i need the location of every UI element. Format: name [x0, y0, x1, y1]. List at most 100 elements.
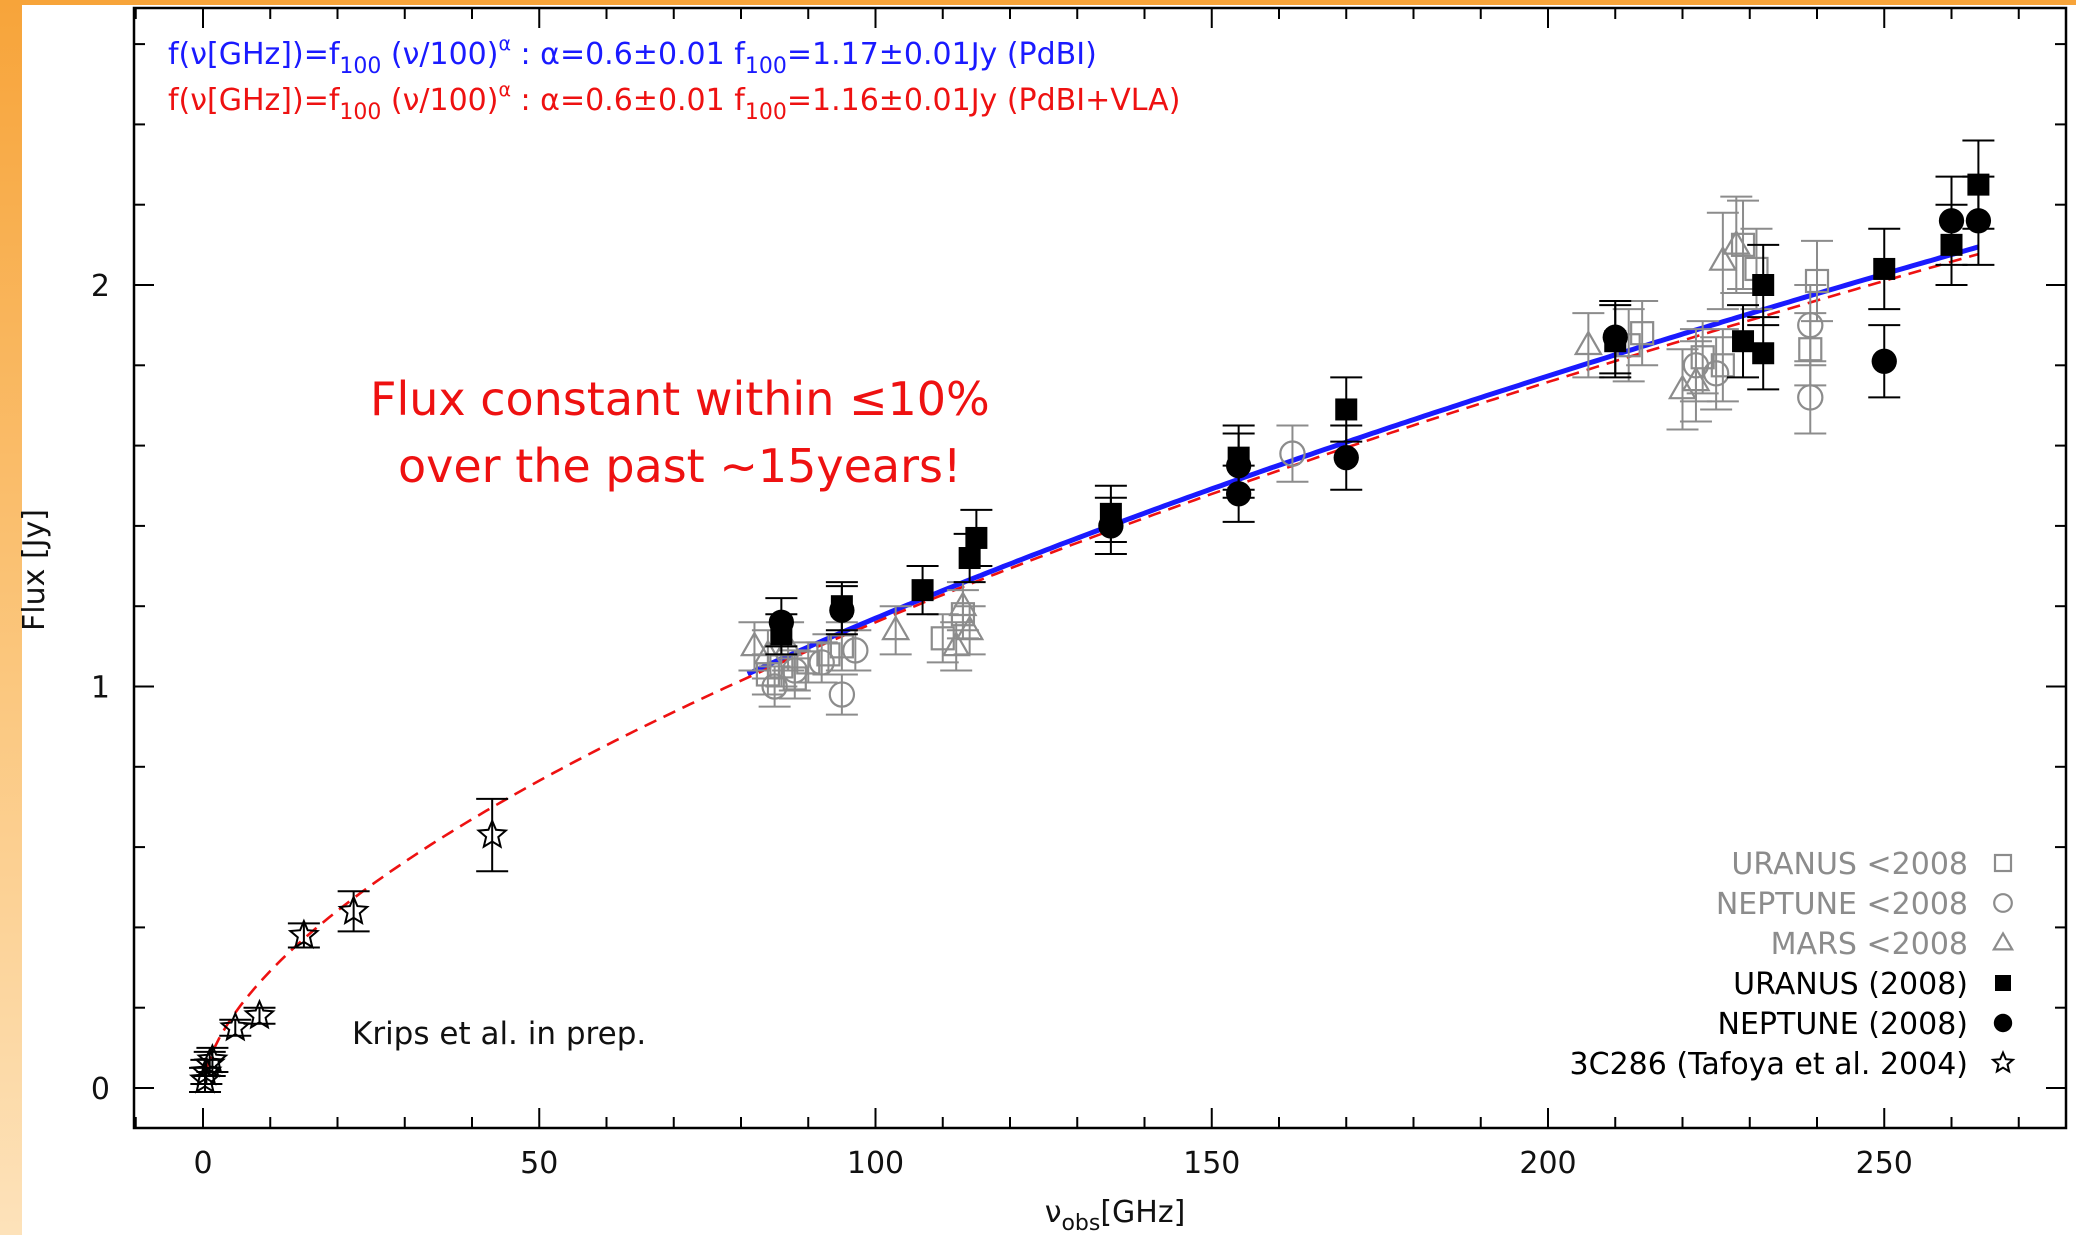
data-point — [765, 597, 798, 648]
marker-circle-open — [1797, 384, 1824, 411]
x-tick-label: 100 — [847, 1146, 904, 1181]
marker-triangle-open — [1573, 329, 1603, 356]
marker-star-open — [193, 1047, 226, 1078]
accent-top-band — [0, 0, 2076, 5]
y-axis-title: Flux [Jy] — [17, 509, 52, 631]
marker-star-open — [337, 894, 370, 925]
marker-star-open — [476, 818, 509, 849]
fit-line-pdbi-vla — [205, 252, 1979, 1070]
plot-border — [132, 6, 2068, 1130]
legend-label: URANUS (2008) — [1733, 967, 1968, 1002]
x-tick-label: 0 — [193, 1146, 212, 1181]
marker-triangle-open — [739, 630, 770, 657]
claim-line-1: Flux constant within ≤10% — [370, 372, 990, 426]
x-axis-title: νobs[GHz] — [1045, 1195, 1186, 1235]
data-point — [953, 605, 986, 656]
marker-triangle-open — [948, 590, 978, 617]
legend-label: 3C286 (Tafoya et al. 2004) — [1570, 1047, 1968, 1082]
marker-triangle-open — [753, 638, 783, 665]
credit-text: Krips et al. in prep. — [352, 1016, 646, 1052]
series-neptune-2008 — [765, 175, 1995, 648]
legend: URANUS <2008 NEPTUNE <2008 MARS <2008 URANU… — [1570, 847, 2016, 1082]
marker-circle-filled — [1938, 208, 1965, 234]
marker-square-filled — [965, 526, 988, 549]
fit-formulas: f(ν[GHz])=f100 (ν/100)α : α=0.6±0.01 f10… — [168, 33, 1180, 125]
marker-star-open — [287, 918, 320, 950]
marker-circle-filled — [1993, 1013, 2013, 1033]
data-point — [825, 585, 858, 636]
x-tick-label: 50 — [520, 1146, 558, 1181]
data-point — [1706, 328, 1739, 403]
fit-formula-pdbi: f(ν[GHz])=f100 (ν/100)α : α=0.6±0.01 f10… — [168, 33, 1097, 79]
marker-square-filled — [911, 579, 934, 602]
legend-label: NEPTUNE <2008 — [1716, 887, 1968, 922]
marker-circle-open — [1993, 893, 2013, 913]
marker-circle-filled — [1602, 324, 1628, 350]
x-tick-label: 250 — [1856, 1146, 1913, 1181]
marker-star-open — [1990, 1050, 2016, 1074]
accent-side-band — [0, 0, 22, 1235]
data-point — [1276, 424, 1309, 483]
data-point — [1747, 243, 1780, 327]
marker-circle-filled — [1965, 208, 1992, 234]
marker-square-open — [1630, 321, 1655, 346]
data-point — [1572, 312, 1605, 379]
data-point — [1868, 227, 1901, 311]
data-point — [758, 665, 791, 708]
marker-triangle-open — [881, 614, 911, 641]
data-point — [1330, 424, 1363, 491]
data-point — [1599, 300, 1632, 375]
marker-triangle-open — [955, 614, 985, 641]
marker-circle-open — [842, 637, 869, 664]
series-3c286-tafoya-et-al-2004 — [188, 797, 509, 1094]
data-point — [476, 797, 509, 873]
marker-square-filled — [1732, 330, 1755, 353]
y-tick-label: 0 — [91, 1072, 110, 1107]
data-point — [1801, 239, 1833, 323]
marker-circle-filled — [829, 597, 855, 623]
y-tick-label: 1 — [91, 671, 110, 706]
data-point — [1626, 300, 1659, 367]
claim-line-2: over the past ~15years! — [398, 439, 961, 493]
marker-circle-open — [808, 649, 835, 676]
marker-square-open — [1710, 353, 1735, 378]
legend-label: NEPTUNE (2008) — [1718, 1007, 1968, 1042]
fit-line-pdbi — [746, 244, 1980, 677]
marker-circle-open — [828, 681, 856, 708]
marker-triangle-open — [1667, 373, 1698, 400]
marker-triangle-open — [1991, 931, 2015, 951]
marker-circle-filled — [768, 609, 794, 635]
marker-square-open — [796, 650, 821, 675]
marker-circle-open — [1797, 311, 1824, 339]
data-point — [960, 508, 993, 568]
marker-triangle-open — [1721, 229, 1751, 255]
data-point — [906, 565, 939, 616]
marker-circle-filled — [1871, 348, 1897, 374]
marker-circle-filled — [1226, 481, 1252, 507]
data-point — [1700, 336, 1733, 411]
marker-triangle-open — [1708, 245, 1738, 271]
data-point — [1222, 464, 1255, 523]
data-point — [825, 673, 858, 716]
marker-square-open — [1993, 853, 2013, 873]
marker-square-filled — [958, 547, 981, 570]
data-point — [1706, 211, 1739, 311]
marker-square-open — [1804, 268, 1830, 294]
data-point — [1720, 195, 1753, 295]
marker-star-open — [196, 1043, 229, 1074]
marker-circle-open — [761, 673, 788, 700]
marker-square-open — [1690, 345, 1715, 370]
x-tick-label: 200 — [1519, 1146, 1576, 1181]
data-point — [1794, 360, 1827, 435]
marker-circle-open — [1702, 360, 1730, 387]
axis-ticks: 0 50 100 150 200 250 0 1 2 — [91, 8, 2066, 1181]
marker-square-filled — [1752, 342, 1775, 365]
fit-formula-pdbi-vla: f(ν[GHz])=f100 (ν/100)α : α=0.6±0.01 f10… — [168, 79, 1180, 125]
data-point — [1727, 304, 1760, 379]
data-point — [243, 998, 276, 1030]
legend-label: MARS <2008 — [1771, 927, 1968, 962]
data-point — [1962, 175, 1995, 266]
marker-square-open — [829, 634, 854, 659]
marker-circle-open — [1279, 440, 1306, 467]
